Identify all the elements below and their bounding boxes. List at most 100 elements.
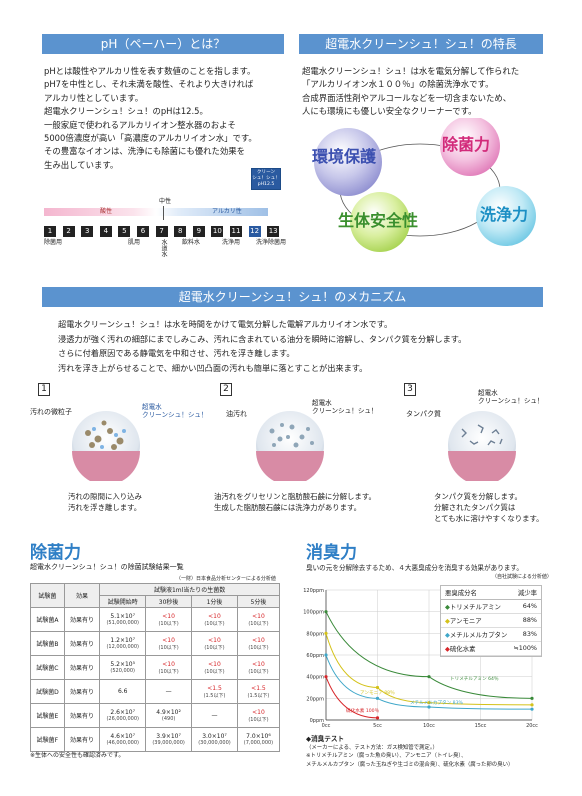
ph-paragraph-line: pHとは酸性やアルカリ性を表す数値のことを指します。 [44, 66, 256, 76]
step-3-illustration [448, 411, 516, 481]
chart-point [530, 707, 534, 711]
chart-y-tick: 120ppm [303, 588, 324, 594]
cell-effect: 効果有り [63, 679, 101, 704]
step-caption-line: とても水に溶けやすくなります。 [434, 514, 544, 523]
chart-point [427, 701, 431, 705]
ph-product-label-line: シュ！シュ！ [252, 176, 280, 181]
ph-uses: 除菌用 肌用 水道水 飲料水 洗浄用 洗浄除菌用 [44, 239, 286, 269]
sterilization-subtitle: 超電水クリーンシュ！シュ！の除菌試験結果一覧 [30, 563, 184, 571]
table-row: 試験菌C 効果有り 5.2×10⁵ (520,000) <10 (10以下) <10 (10以… [30, 655, 281, 680]
th-col: 1分後 [191, 595, 238, 608]
ph-use-label: 飲料水 [182, 239, 201, 246]
th-col: 30秒後 [145, 595, 193, 608]
step-label-b: 超電水 クリーンシュ！シュ！ [142, 403, 208, 419]
mechanism-paragraph-line: さらに付着原因である静電気を中和させ、汚れを浮き離します。 [58, 348, 295, 359]
ph-product-label-line: pH12.5 [257, 182, 275, 187]
cell-value: — [191, 703, 238, 728]
ball-label-clean: 洗浄力 [480, 205, 528, 224]
sterilization-footnote: ※生体への安全性も確認済みです。 [30, 752, 125, 759]
ph-number: 5 [118, 226, 131, 237]
chart-point [530, 696, 534, 700]
deodorization-test-note-line: （メーカーによる、テスト方法：ガス検知管で測定。） [306, 745, 438, 751]
chart-point [530, 703, 534, 707]
cell-value: 4.6×10⁷ (46,000,000) [99, 727, 147, 752]
step-label-a: 油汚れ [226, 410, 247, 418]
ph-number: 8 [174, 226, 187, 237]
chart-point [324, 675, 328, 679]
cell-value: 3.9×10⁷ (39,000,000) [145, 727, 193, 752]
cell-value: — [145, 679, 193, 704]
step-number: 3 [404, 383, 416, 396]
legend-item: ◆アンモニア 88% [441, 614, 541, 628]
step-caption-line: 分解されたタンパク質は [434, 503, 516, 512]
mechanism-paragraph-line: 汚れを浮き上がらせることで、細かい凹凸面の汚れも簡単に落とすことが出来ます。 [58, 362, 368, 373]
cell-value: <10 (10以下) [236, 631, 281, 656]
cell-value: <10 (10以下) [145, 607, 193, 632]
table-row: 試験菌D 効果有り 6.6— <1.5 (1.5以下) <1.5 (1.5以下) [30, 679, 281, 704]
ball-safe [350, 192, 410, 252]
cell-value: <1.5 (1.5以下) [236, 679, 281, 704]
ph-alkaline-label: アルカリ性 [212, 208, 242, 215]
step-label-b-line: 超電水 [142, 403, 162, 411]
step-2: 2 油汚れ 超電水 クリーンシュ！シュ！ 油汚れをグリセリンと脂肪酸石鹸に分解しま… [214, 383, 410, 523]
cell-value: <10 (10以下) [145, 655, 193, 680]
chart-y-tick: 100ppm [303, 610, 324, 616]
ball-clean [476, 186, 536, 246]
ph-number: 12 [248, 226, 261, 237]
ph-number: 13 [267, 226, 280, 237]
ph-acid-label: 酸性 [100, 208, 113, 215]
cell-value: 7.0×10⁶ (7,000,000) [236, 727, 281, 752]
chart-x-tick: 0cc [322, 723, 331, 729]
cell-value: <10 (10以下) [236, 703, 281, 728]
deodorization-legend: 悪臭成分名 減少率 ◆トリメチルアミン 64% ◆アンモニア 88% ◆メチルメルカプタン 8… [440, 585, 542, 657]
step-label-b-line: クリーンシュ！シュ！ [312, 407, 378, 415]
ph-use-label: 水道水 [160, 239, 167, 257]
deodorization-test-note-line: メチルメルカプタン（腐った玉ねぎや生ゴミの混合臭）、硫化水素（腐った卵の臭い） [306, 761, 514, 768]
ph-number: 9 [192, 226, 205, 237]
ph-paragraph-line: pH7を中性とし、それ未満を酸性、それより大きければ [44, 79, 254, 90]
ball-label-sterile: 除菌力 [442, 135, 490, 154]
chart-y-tick: 80ppm [306, 631, 324, 637]
mechanism-steps: 1 汚れの微粒子 超電水 クリーンシュ！シュ！ 汚れの隙間に入り込み 汚れを浮き離し… [30, 383, 560, 523]
cell-value: 1.2×10⁷ (12,000,000) [99, 631, 147, 656]
ph-use-label: 肌用 [128, 239, 141, 246]
chart-y-tick: 20ppm [306, 696, 324, 702]
legend-item: ◆トリメチルアミン 64% [441, 600, 541, 614]
cell-value: <1.5 (1.5以下) [191, 679, 238, 704]
ph-number: 11 [230, 226, 242, 237]
step-caption: 油汚れをグリセリンと脂肪酸石鹸に分解します。 生成した脂肪酸石鹸には洗浄力がありま… [214, 491, 376, 513]
cell-value: 6.6 [99, 679, 147, 704]
mechanism-paragraph-line: 超電水クリーンシュ！シュ！は水を時間をかけて電気分解した電解アルカリイオン水です… [58, 319, 393, 329]
step-number: 2 [220, 383, 232, 396]
cell-effect: 効果有り [63, 631, 101, 656]
mechanism-banner: 超電水クリーンシュ！シュ！のメカニズム [42, 287, 543, 307]
step-1: 1 汚れの微粒子 超電水 クリーンシュ！シュ！ 汚れの隙間に入り込み 汚れを浮き離し… [30, 383, 210, 523]
step-label-b-line: クリーンシュ！シュ！ [142, 411, 208, 419]
step-label-b-line: クリーンシュ！シュ！ [478, 397, 544, 405]
deodorization-heading: 消臭力 [306, 543, 357, 563]
chart-x-tick: 10cc [423, 723, 435, 729]
ball-label-env: 環境保護 [312, 147, 377, 166]
chart-y-tick: 60ppm [306, 653, 324, 659]
step-caption-line: タンパク質を分解します。 [434, 492, 522, 501]
chart-point [375, 716, 380, 720]
step-caption-line: 生成した脂肪酸石鹸には洗浄力があります。 [214, 503, 362, 512]
chart-point [375, 696, 380, 700]
ph-product-label: クリーン シュ！シュ！ pH12.5 [251, 168, 281, 190]
legend-header: 悪臭成分名 減少率 [441, 586, 541, 600]
legend-item: ◆メチルメルカプタン 83% [441, 628, 541, 642]
chart-series-line [325, 633, 533, 706]
ph-paragraph-line: その豊富なイオンは、洗浄にも除菌にも優れた効果を [44, 146, 245, 157]
step-label-b: 超電水 クリーンシュ！シュ！ [478, 389, 544, 405]
cell-value: 5.2×10⁵ (520,000) [99, 655, 147, 680]
chart-x-tick: 5cc [373, 723, 382, 729]
th-effect: 効果 [63, 583, 101, 608]
ph-scale-bar [44, 208, 268, 216]
step-1-illustration [72, 411, 140, 481]
deodorization-test-notes: （メーカーによる、テスト方法：ガス検知管で測定。） ※トリメチルアミン（腐った魚の… [306, 744, 513, 769]
step-label-b: 超電水 クリーンシュ！シュ！ [312, 399, 378, 415]
chart-series-label: アンモニア 88％ [360, 690, 395, 696]
cell-value: 3.0×10⁷ (30,000,000) [191, 727, 238, 752]
ph-banner: pH（ペーハー）とは？ [42, 34, 284, 54]
deodorization-note: （自社試験による分析値） [492, 574, 552, 580]
